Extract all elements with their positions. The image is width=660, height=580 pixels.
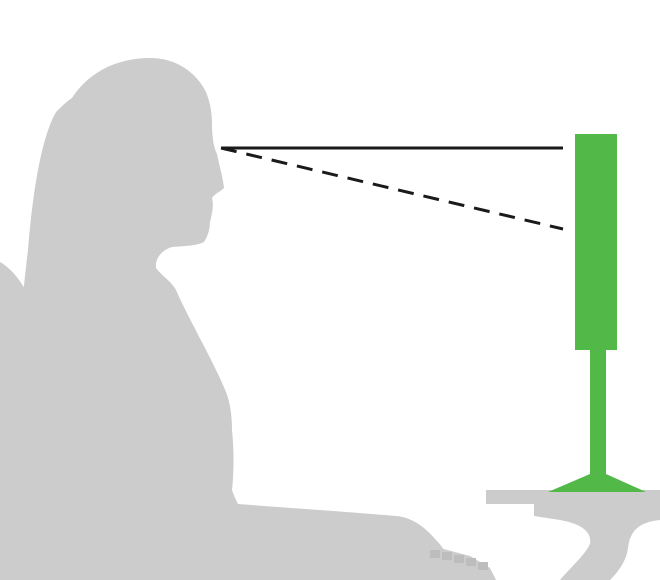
desk-support (534, 504, 660, 580)
monitor-base (548, 474, 646, 492)
forearm-keyboard (300, 540, 496, 580)
downward-gaze-line (220, 146, 564, 231)
monitor-screen (575, 134, 617, 350)
keyboard (430, 550, 488, 570)
monitor (548, 134, 646, 492)
desk-top (486, 490, 660, 504)
person-silhouette (17, 58, 446, 580)
desk (486, 490, 660, 580)
monitor-neck (590, 350, 606, 476)
